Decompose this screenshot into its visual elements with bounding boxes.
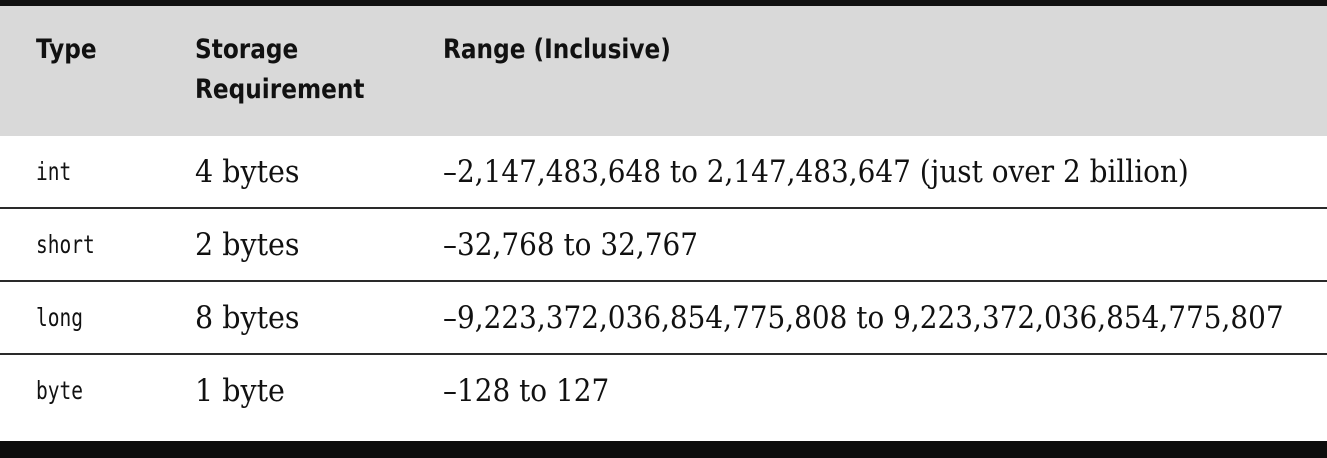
type-cell: int xyxy=(36,157,72,186)
header-storage-requirement: Storage Requirement xyxy=(195,34,365,105)
table-row: short 2 bytes –32,768 to 32,767 xyxy=(0,209,1327,282)
row-divider xyxy=(0,353,1327,355)
range-cell: –32,768 to 32,767 xyxy=(443,226,698,263)
header-range: Range (Inclusive) xyxy=(443,34,671,65)
row-divider xyxy=(0,280,1327,282)
storage-cell: 8 bytes xyxy=(195,299,300,336)
table-row: int 4 bytes –2,147,483,648 to 2,147,483,… xyxy=(0,136,1327,209)
type-cell: short xyxy=(36,230,95,259)
table-top-rule xyxy=(0,0,1327,6)
type-cell: long xyxy=(36,303,83,332)
header-type: Type xyxy=(36,34,97,65)
range-cell: –9,223,372,036,854,775,808 to 9,223,372,… xyxy=(443,299,1284,336)
storage-cell: 2 bytes xyxy=(195,226,300,263)
storage-cell: 4 bytes xyxy=(195,153,300,190)
table-header: Type Storage Requirement Range (Inclusiv… xyxy=(0,6,1327,136)
table-row: long 8 bytes –9,223,372,036,854,775,808 … xyxy=(0,282,1327,355)
range-cell: –128 to 127 xyxy=(443,372,610,409)
type-cell: byte xyxy=(36,376,83,405)
table-row: byte 1 byte –128 to 127 xyxy=(0,355,1327,441)
row-divider xyxy=(0,207,1327,209)
storage-cell: 1 byte xyxy=(195,372,285,409)
table-bottom-rule xyxy=(0,441,1327,458)
range-cell: –2,147,483,648 to 2,147,483,647 (just ov… xyxy=(443,153,1189,190)
